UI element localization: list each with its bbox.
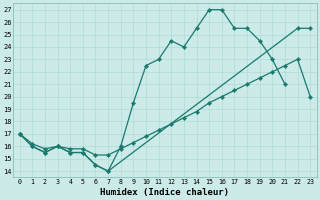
- X-axis label: Humidex (Indice chaleur): Humidex (Indice chaleur): [100, 188, 229, 197]
